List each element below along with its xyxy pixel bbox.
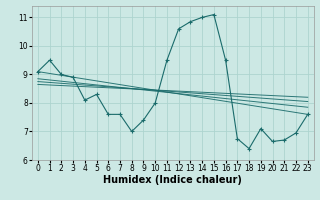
X-axis label: Humidex (Indice chaleur): Humidex (Indice chaleur) xyxy=(103,175,242,185)
